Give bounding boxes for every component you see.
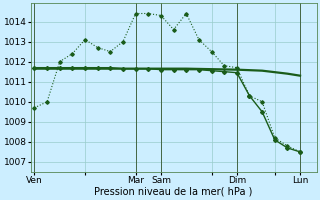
X-axis label: Pression niveau de la mer( hPa ): Pression niveau de la mer( hPa ) xyxy=(94,187,253,197)
